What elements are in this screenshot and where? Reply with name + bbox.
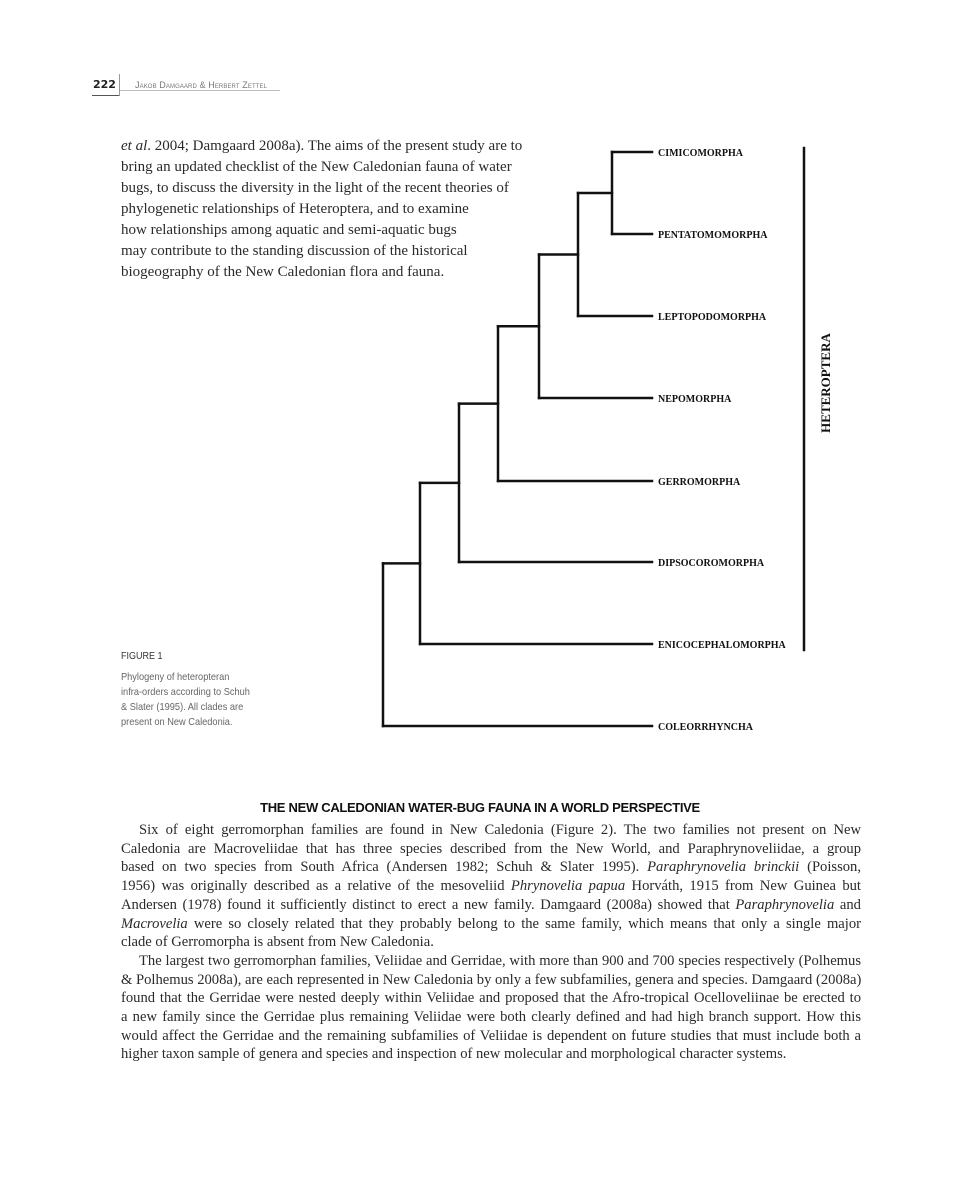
text-span: & Polhemus 2008a), are each represented … — [121, 971, 862, 988]
text-line: bugs, to discuss the diversity in the li… — [121, 178, 522, 199]
text-span: Caledonia are Macroveliidae that has thr… — [121, 840, 861, 857]
text-span: The largest two gerromorphan families, V… — [139, 952, 861, 969]
taxon-label: CIMICOMORPHA — [658, 148, 744, 159]
figure-label: FIGURE 1 — [121, 651, 163, 662]
text-span: Andersen (1978) found it sufficiently di… — [121, 896, 736, 913]
text-span: . 2004; Damgaard 2008a). The aims of the… — [147, 138, 523, 154]
text-span: and — [834, 896, 861, 913]
text-span: Horváth, 1915 from New Guinea but — [625, 878, 861, 895]
text-line: 1956) was originally described as a rela… — [121, 877, 861, 896]
text-span: bring an updated checklist of the New Ca… — [121, 159, 512, 175]
text-span: phylogenetic relationships of Heteropter… — [121, 201, 469, 217]
caption-line: Phylogeny of heteropteran — [121, 671, 230, 683]
text-line: Caledonia are Macroveliidae that has thr… — [121, 840, 861, 859]
text-line: higher taxon sample of genera and specie… — [121, 1045, 861, 1064]
taxon-label: DIPSOCOROMORPHA — [658, 558, 765, 569]
text-span: higher taxon sample of genera and specie… — [121, 1046, 787, 1063]
text-line: found that the Gerridae were nested deep… — [121, 989, 861, 1008]
text-line: The largest two gerromorphan families, V… — [121, 952, 861, 971]
text-span: found that the Gerridae were nested deep… — [121, 990, 861, 1007]
text-line: how relationships among aquatic and semi… — [121, 220, 522, 241]
text-span: clade of Gerromorpha is absent from New … — [121, 934, 434, 951]
text-span: how relationships among aquatic and semi… — [121, 222, 457, 238]
text-line: based on two species from South Africa (… — [121, 858, 861, 877]
taxon-label: ENICOCEPHALOMORPHA — [658, 640, 787, 651]
header-rule — [119, 74, 120, 96]
text-span: based on two species from South Africa (… — [121, 859, 648, 876]
heteroptera-label: HETEROPTERA — [818, 333, 833, 433]
taxon-label: PENTATOMOMORPHA — [658, 230, 768, 241]
italic-text: Phrynovelia papua — [510, 878, 626, 895]
taxon-label: LEPTOPODOMORPHA — [658, 312, 767, 323]
text-line: biogeography of the New Caledonian flora… — [121, 262, 522, 283]
text-line: may contribute to the standing discussio… — [121, 241, 522, 262]
text-line: clade of Gerromorpha is absent from New … — [121, 933, 861, 952]
text-span: (Poisson, — [799, 859, 862, 876]
text-line: Macrovelia were so closely related that … — [121, 915, 861, 934]
taxon-label: NEPOMORPHA — [658, 394, 732, 405]
phylogeny-tree: CIMICOMORPHA PENTATOMOMORPHA LEPTOPODOMORP… — [381, 146, 833, 733]
italic-text: Paraphrynovelia brinckii — [647, 859, 800, 876]
italic-text: Paraphrynovelia — [735, 896, 835, 913]
body-text: Six of eight gerromorphan families are f… — [121, 821, 861, 1064]
italic-text: Macrovelia — [121, 915, 188, 932]
text-line: et al. 2004; Damgaard 2008a). The aims o… — [121, 136, 522, 157]
caption-line: & Slater (1995). All clades are — [121, 701, 244, 713]
caption-line: present on New Caledonia. — [121, 716, 233, 728]
text-line: phylogenetic relationships of Heteropter… — [121, 199, 522, 220]
text-span: 1956) was originally described as a rela… — [121, 878, 511, 895]
text-span: were so closely related that they probab… — [187, 915, 861, 932]
text-span: a new family since the Gerridae plus rem… — [121, 1009, 861, 1026]
text-line: a new family since the Gerridae plus rem… — [121, 1008, 861, 1027]
page-number: 222 — [93, 78, 116, 91]
taxon-label: GERROMORPHA — [658, 477, 741, 488]
text-line: & Polhemus 2008a), are each represented … — [121, 971, 861, 990]
text-span: would affect the Gerridae and the remain… — [121, 1027, 861, 1044]
taxon-label: COLEORRHYNCHA — [658, 722, 754, 733]
text-span: Six of eight gerromorphan families are f… — [139, 822, 861, 838]
running-head: Jakob Damgaard & Herbert Zettel — [135, 80, 268, 90]
intro-paragraph: et al. 2004; Damgaard 2008a). The aims o… — [121, 136, 522, 283]
text-span: may contribute to the standing discussio… — [121, 243, 468, 259]
text-line: bring an updated checklist of the New Ca… — [121, 157, 522, 178]
text-span: biogeography of the New Caledonian flora… — [121, 264, 445, 280]
text-line: Six of eight gerromorphan families are f… — [121, 821, 861, 840]
figure-caption: Phylogeny of heteropteran infra-orders a… — [121, 670, 291, 730]
text-span: bugs, to discuss the diversity in the li… — [121, 180, 509, 196]
header-rule — [120, 90, 280, 91]
caption-line: infra-orders according to Schuh — [121, 686, 250, 698]
section-heading: THE NEW CALEDONIAN WATER-BUG FAUNA IN A … — [260, 800, 700, 815]
italic-text: et al — [121, 138, 148, 154]
header-rule — [92, 95, 119, 96]
text-line: would affect the Gerridae and the remain… — [121, 1027, 861, 1046]
text-line: Andersen (1978) found it sufficiently di… — [121, 896, 861, 915]
